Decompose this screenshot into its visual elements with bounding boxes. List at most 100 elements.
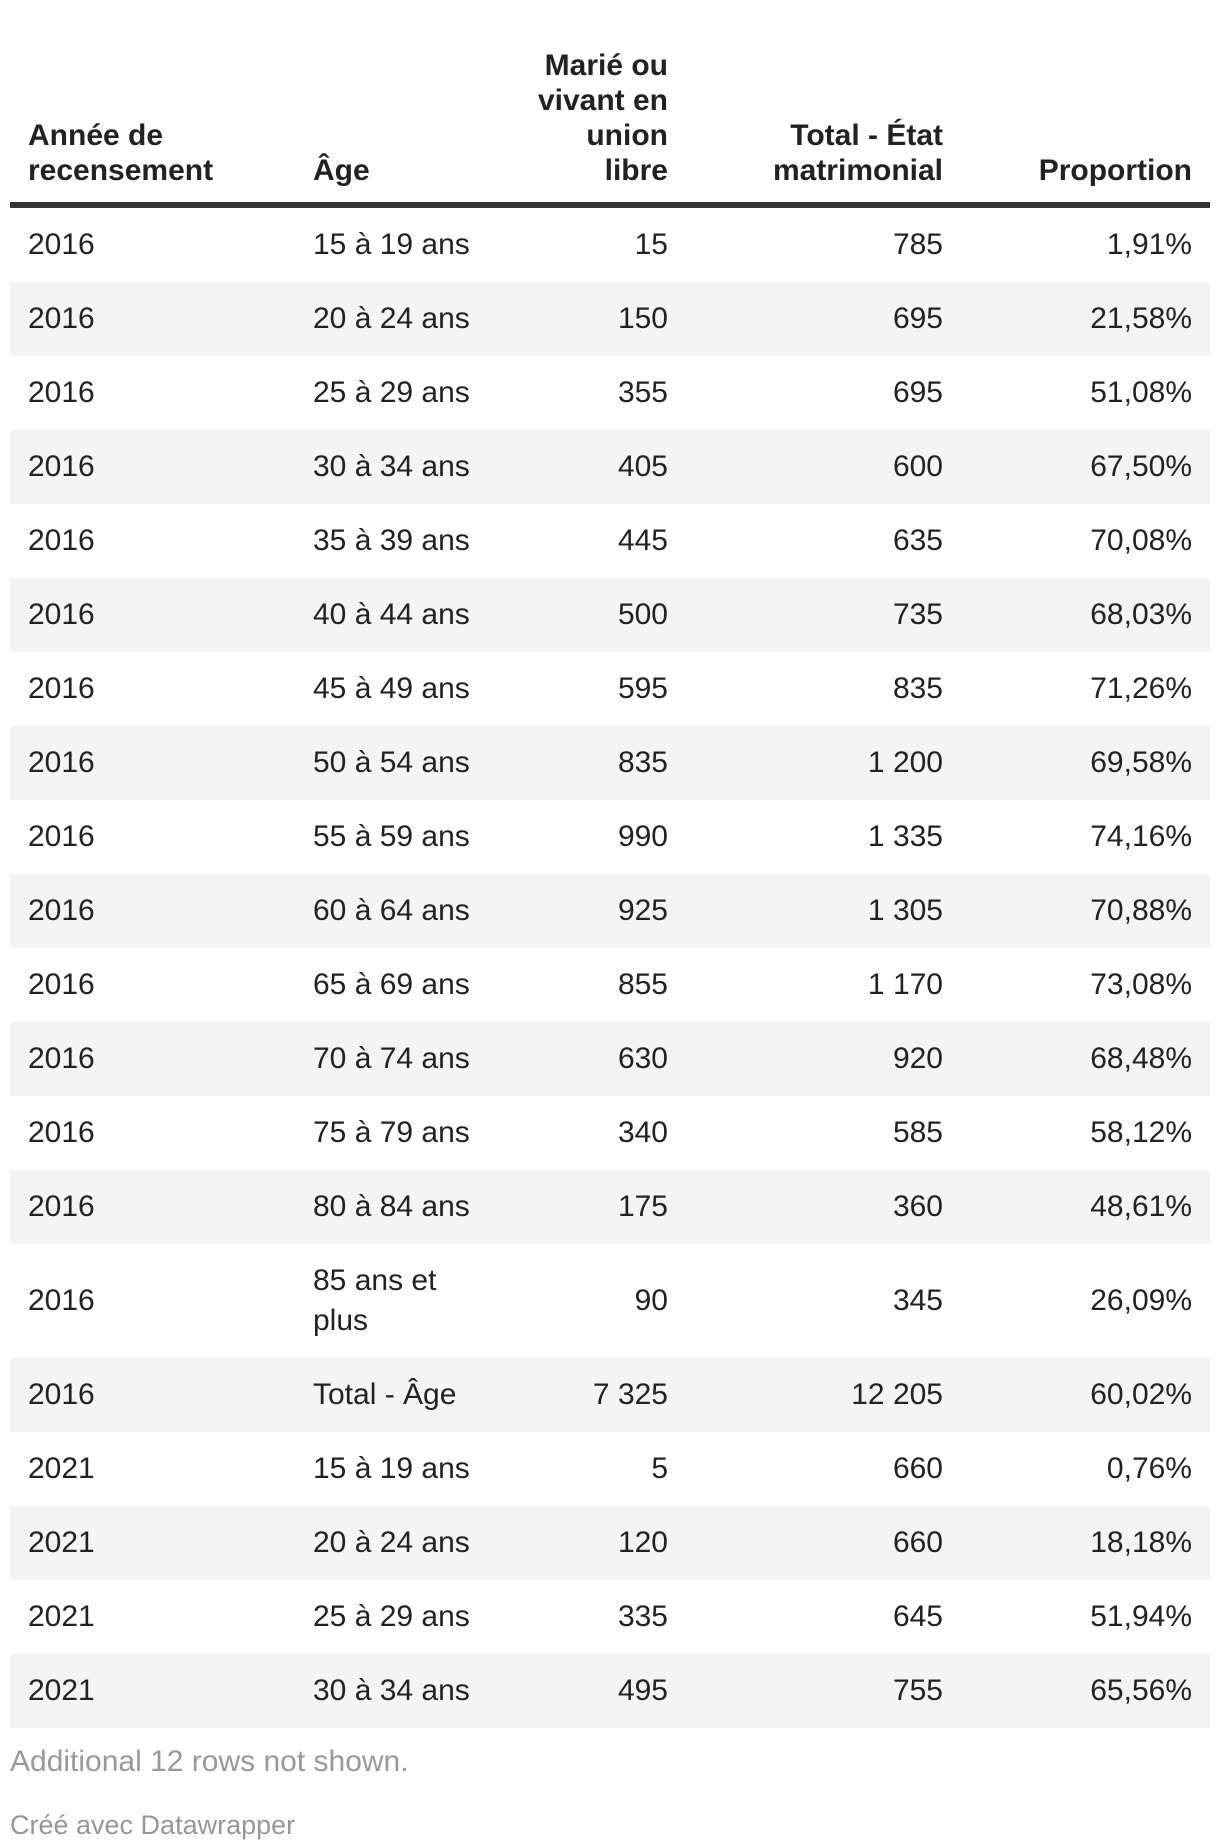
table-cell: 65,56%	[1090, 1674, 1192, 1707]
table-cell: Total - Âge	[313, 1378, 457, 1411]
table-row: 2016 35 à 39 ans 445 635 70,08%	[10, 504, 1210, 578]
table-cell: 58,12%	[1090, 1116, 1192, 1149]
table-cell: 18,18%	[1090, 1526, 1192, 1559]
table-cell: 495	[617, 1674, 668, 1707]
table-cell: 695	[892, 302, 943, 335]
table-row: 2016 75 à 79 ans 340 585 58,12%	[10, 1096, 1210, 1170]
table-cell: 75 à 79 ans	[313, 1116, 470, 1149]
table-row: 2016 40 à 44 ans 500 735 68,03%	[10, 578, 1210, 652]
table-cell: 2016	[28, 894, 95, 927]
table-cell: 5	[651, 1452, 668, 1485]
table-cell: 35 à 39 ans	[313, 524, 470, 557]
table-cell: 1 170	[867, 968, 943, 1001]
table-cell: 2016	[28, 1190, 95, 1223]
table-cell: 405	[617, 450, 668, 483]
table-cell: 150	[617, 302, 668, 335]
table-cell: 500	[617, 598, 668, 631]
table-cell: 2016	[28, 302, 95, 335]
table-cell: 70 à 74 ans	[313, 1042, 470, 1075]
table-cell: 355	[617, 376, 668, 409]
data-table: Année de recensement Âge Marié ou vivant…	[10, 0, 1210, 1728]
table-cell: 785	[892, 228, 943, 261]
table-cell: 120	[617, 1526, 668, 1559]
column-header-marie-union-libre: Marié ou vivant en union libre	[510, 0, 686, 208]
table-cell: 15 à 19 ans	[313, 1452, 470, 1485]
table-cell: 50 à 54 ans	[313, 746, 470, 779]
table-cell: 335	[617, 1600, 668, 1633]
table-cell: 15	[634, 228, 668, 261]
table-cell: 2016	[28, 376, 95, 409]
table-cell: 645	[892, 1600, 943, 1633]
table-cell: 360	[892, 1190, 943, 1223]
table-cell: 73,08%	[1090, 968, 1192, 1001]
table-row: 2016 Total - Âge 7 325 12 205 60,02%	[10, 1358, 1210, 1432]
table-cell: 2016	[28, 1378, 95, 1411]
table-cell: 55 à 59 ans	[313, 820, 470, 853]
table-cell: 2016	[28, 524, 95, 557]
table-cell: 735	[892, 598, 943, 631]
table-cell: 2016	[28, 228, 95, 261]
table-cell: 12 205	[851, 1378, 943, 1411]
table-cell: 15 à 19 ans	[313, 228, 470, 261]
table-cell: 80 à 84 ans	[313, 1190, 470, 1223]
table-row: 2021 15 à 19 ans 5 660 0,76%	[10, 1432, 1210, 1506]
table-cell: 920	[892, 1042, 943, 1075]
table-row: 2016 55 à 59 ans 990 1 335 74,16%	[10, 800, 1210, 874]
table-cell: 71,26%	[1090, 672, 1192, 705]
table-cell: 925	[617, 894, 668, 927]
table-cell: 0,76%	[1106, 1452, 1192, 1485]
header-row: Année de recensement Âge Marié ou vivant…	[10, 0, 1210, 208]
table-cell: 660	[892, 1526, 943, 1559]
table-cell: 51,08%	[1090, 376, 1192, 409]
table-cell: 2016	[28, 1042, 95, 1075]
table-header: Année de recensement Âge Marié ou vivant…	[10, 0, 1210, 208]
datawrapper-attribution-link[interactable]: Créé avec Datawrapper	[10, 1810, 296, 1840]
table-body: 2016 15 à 19 ans 15 785 1,91% 2016 20 à 24 ans…	[10, 205, 1210, 1728]
table-cell: 67,50%	[1090, 450, 1192, 483]
table-cell: 51,94%	[1090, 1600, 1192, 1633]
table-cell: 1,91%	[1106, 228, 1192, 261]
table-cell: 660	[892, 1452, 943, 1485]
rows-not-shown-note: Additional 12 rows not shown.	[10, 1745, 409, 1778]
column-header-proportion: Proportion	[961, 0, 1210, 208]
table-cell: 90	[634, 1284, 668, 1317]
table-cell: 835	[892, 672, 943, 705]
table-cell: 68,03%	[1090, 598, 1192, 631]
table-cell: 2021	[28, 1674, 95, 1707]
table-cell: 2016	[28, 1284, 95, 1317]
table-cell: 20 à 24 ans	[313, 302, 470, 335]
table-row: 2021 30 à 34 ans 495 755 65,56%	[10, 1654, 1210, 1728]
table-cell: 345	[892, 1284, 943, 1317]
table-cell: 175	[617, 1190, 668, 1223]
column-header-age: Âge	[295, 0, 510, 208]
table-cell: 30 à 34 ans	[313, 450, 470, 483]
table-cell: 70,88%	[1090, 894, 1192, 927]
table-cell: 26,09%	[1090, 1284, 1192, 1317]
table-cell: 74,16%	[1090, 820, 1192, 853]
table-row: 2016 30 à 34 ans 405 600 67,50%	[10, 430, 1210, 504]
table-cell: 630	[617, 1042, 668, 1075]
table-cell: 2021	[28, 1600, 95, 1633]
table-cell: 45 à 49 ans	[313, 672, 470, 705]
table-row: 2016 65 à 69 ans 855 1 170 73,08%	[10, 948, 1210, 1022]
table-cell: 40 à 44 ans	[313, 598, 470, 631]
table-row: 2016 45 à 49 ans 595 835 71,26%	[10, 652, 1210, 726]
table-cell: 755	[892, 1674, 943, 1707]
table-row: 2016 25 à 29 ans 355 695 51,08%	[10, 356, 1210, 430]
table-row: 2021 25 à 29 ans 335 645 51,94%	[10, 1580, 1210, 1654]
column-header-total-etat-matrimonial: Total - État matrimonial	[686, 0, 961, 208]
table-cell: 855	[617, 968, 668, 1001]
table-row: 2016 85 ans et plus 90 345 26,09%	[10, 1244, 1210, 1358]
table-cell: 1 200	[867, 746, 943, 779]
table-cell: 2021	[28, 1526, 95, 1559]
table-cell: 2016	[28, 450, 95, 483]
table-cell: 585	[892, 1116, 943, 1149]
table-cell: 25 à 29 ans	[313, 1600, 470, 1633]
table-cell: 2016	[28, 1116, 95, 1149]
table-cell: 68,48%	[1090, 1042, 1192, 1075]
table-cell: 2021	[28, 1452, 95, 1485]
table-row: 2016 60 à 64 ans 925 1 305 70,88%	[10, 874, 1210, 948]
table-cell: 1 335	[867, 820, 943, 853]
table-cell: 990	[617, 820, 668, 853]
